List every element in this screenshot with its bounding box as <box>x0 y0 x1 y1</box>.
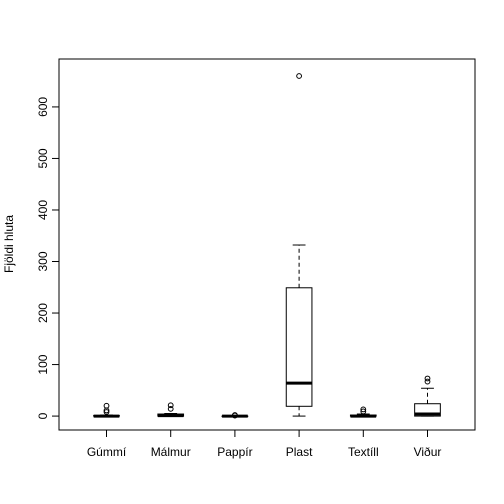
box-2 <box>157 402 185 418</box>
box-1 <box>93 402 120 418</box>
outlier-point <box>360 408 367 415</box>
outlier-point <box>296 73 302 79</box>
x-tick-label: Gúmmí <box>87 445 127 459</box>
x-tick-label: Textíll <box>348 445 379 459</box>
outlier-point <box>103 402 110 409</box>
box-6 <box>414 375 441 417</box>
plot-frame <box>58 58 476 431</box>
y-axis: 0 100 200 300 400 500 600 <box>36 97 60 419</box>
box-iqr <box>285 287 313 407</box>
x-tick-label: Pappír <box>217 445 252 459</box>
y-tick-label: 400 <box>36 200 50 220</box>
box-3 <box>221 412 249 419</box>
x-tick-label: Plast <box>286 445 313 459</box>
x-tick-label: Viður <box>414 445 442 459</box>
box-4 <box>285 73 313 417</box>
y-tick-label: 300 <box>36 251 50 271</box>
outlier-point <box>424 378 431 385</box>
y-tick-label: 100 <box>36 354 50 374</box>
x-tick-label: Málmur <box>151 445 191 459</box>
x-axis: Gúmmí Málmur Pappír Plast Textíll Viður <box>87 429 442 459</box>
outlier-point <box>424 375 431 382</box>
outlier-point <box>167 402 174 409</box>
outlier-point <box>232 412 238 418</box>
outlier-point <box>360 406 367 413</box>
y-tick-label: 0 <box>36 412 50 419</box>
y-axis-label: Fjöldi hluta <box>2 215 16 273</box>
y-tick-label: 500 <box>36 148 50 168</box>
y-tick-label: 200 <box>36 303 50 323</box>
boxes-layer <box>93 73 441 419</box>
box-5 <box>349 406 377 418</box>
outlier-point <box>167 405 174 412</box>
y-tick-label: 600 <box>36 97 50 117</box>
